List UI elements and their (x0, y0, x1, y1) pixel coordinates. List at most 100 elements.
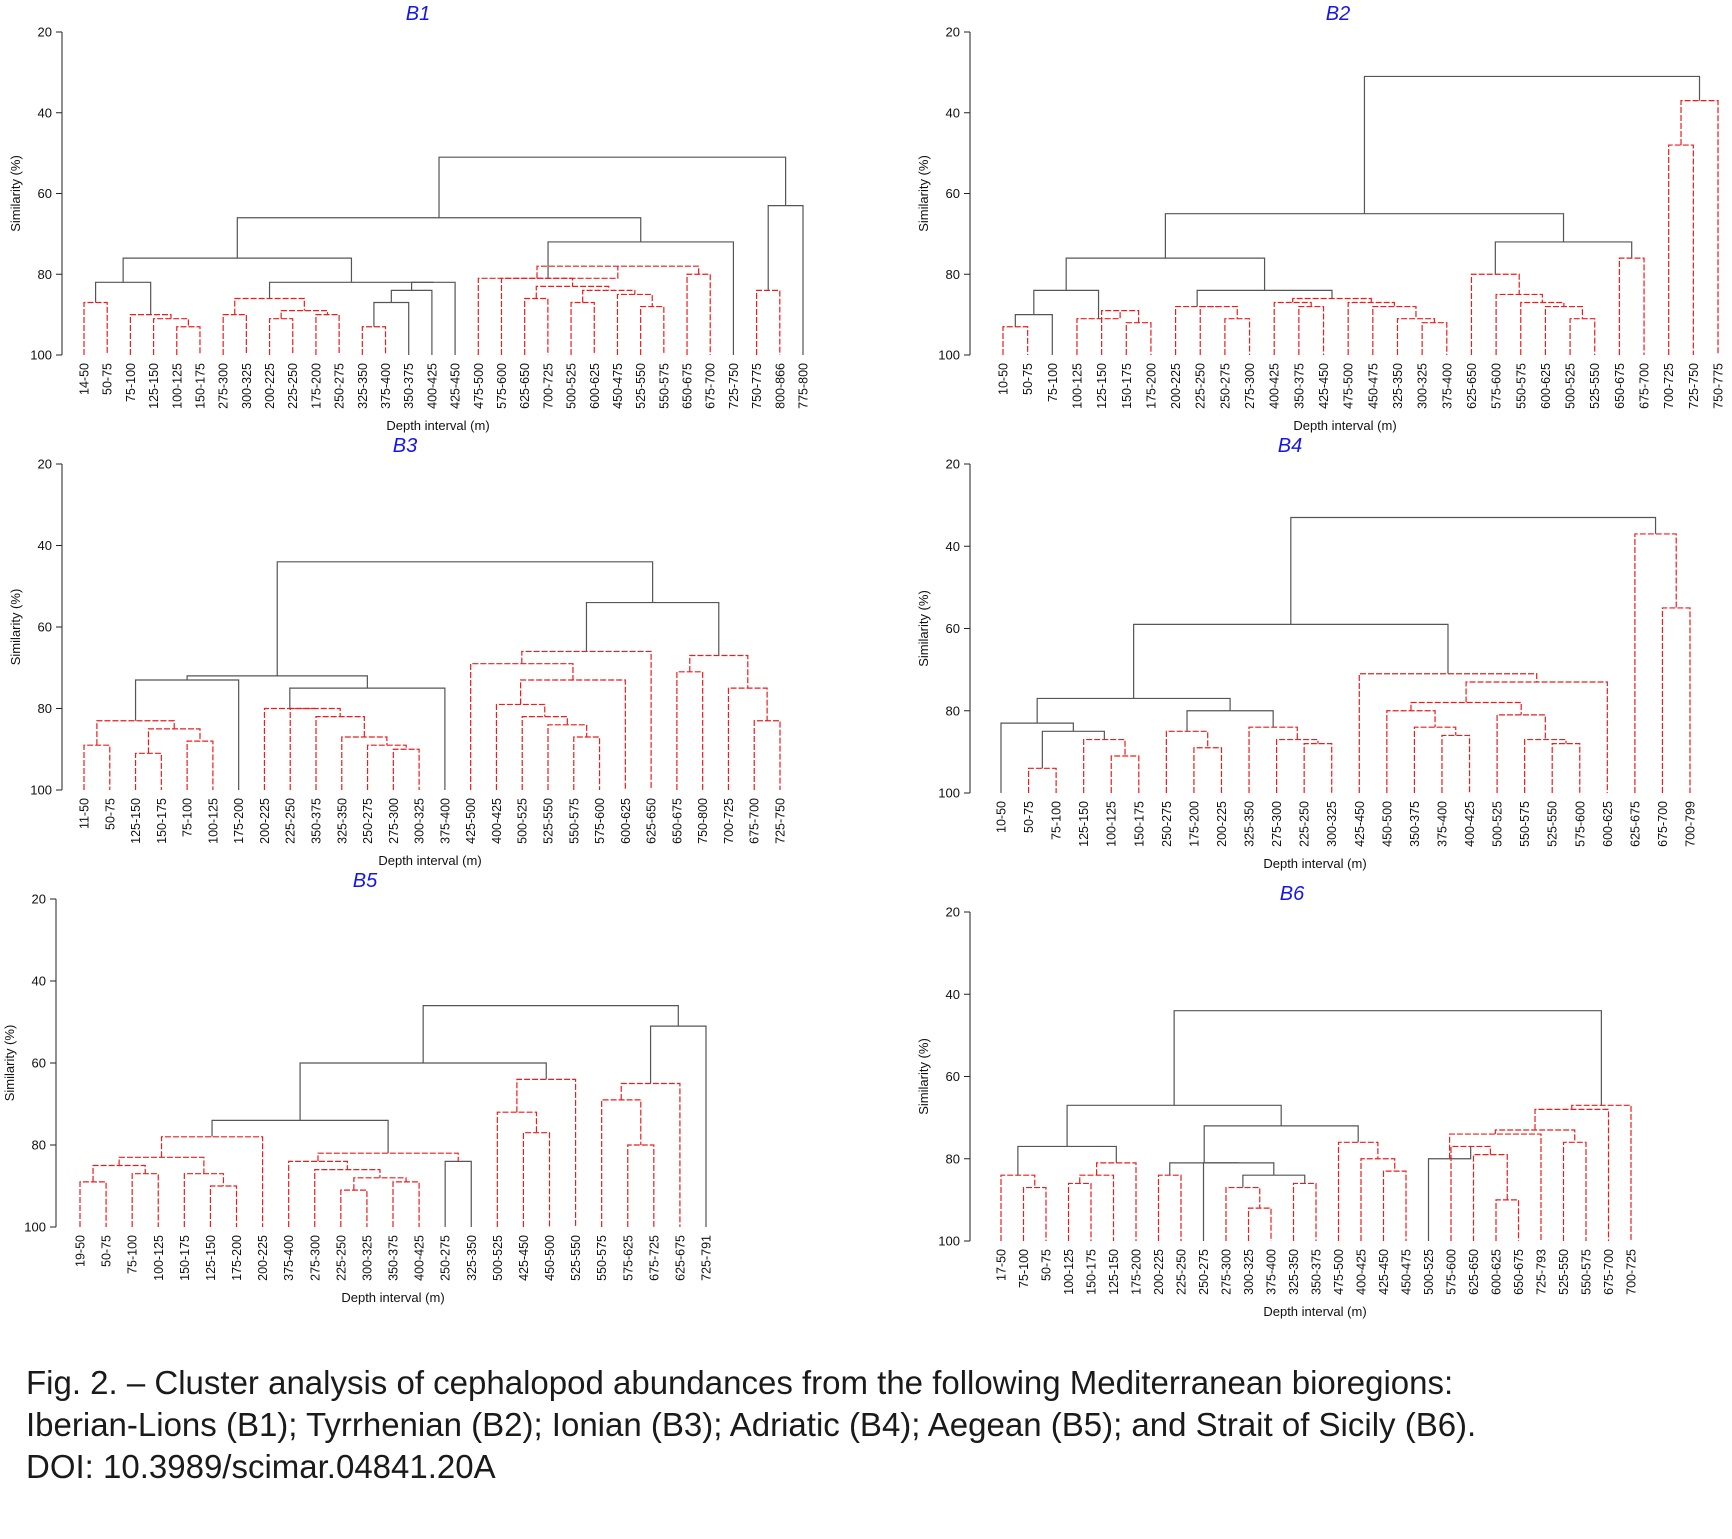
dendrogram-link (1441, 734, 1471, 793)
dendrogram-link (411, 281, 456, 355)
leaf-label: 550-575 (595, 1235, 609, 1281)
dendrogram-link (79, 1181, 107, 1227)
leaf-label: 425-450 (1317, 363, 1331, 409)
dendrogram-link (94, 281, 152, 315)
leaf-label: 150-175 (1132, 801, 1146, 847)
leaf-label: 250-275 (1197, 1249, 1211, 1295)
dendrogram-link (1273, 301, 1312, 355)
leaf-label: 575-600 (593, 798, 607, 844)
dendrogram-link (1248, 726, 1298, 793)
dendrogram-link (1199, 305, 1238, 355)
leaf-label: 325-350 (465, 1235, 479, 1281)
dendrogram-link (129, 314, 172, 355)
leaf-label: 300-325 (360, 1235, 374, 1281)
y-tick-label: 20 (946, 25, 960, 40)
dendrogram-link (134, 752, 162, 790)
dendrogram-link (1298, 305, 1325, 355)
dendrogram-panel-b2: B2 20 40 60 80 100 Similarity (%) 10-50 50-75 75-… (916, 3, 1726, 433)
y-tick-label: 100 (24, 1220, 46, 1235)
leaf-label: 575-600 (1573, 801, 1587, 847)
leaf-label: 75-100 (1046, 363, 1060, 402)
dendrogram-link (341, 736, 388, 790)
dendrogram-link (1386, 710, 1436, 793)
leaf-label: 400-425 (425, 363, 439, 409)
leaf-label: 500-525 (1491, 801, 1505, 847)
dendrogram-link (1096, 1162, 1137, 1241)
dendrogram-link (444, 1160, 472, 1227)
leaf-label: 450-500 (543, 1235, 557, 1281)
caption-line-1: Fig. 2. – Cluster analysis of cephalopod… (26, 1364, 1454, 1401)
x-axis-label: Depth interval (m) (1263, 1304, 1366, 1319)
leaf-label: 75-100 (124, 363, 138, 402)
leaf-label: 300-325 (1416, 363, 1430, 409)
leaf-label: 175-200 (1144, 363, 1158, 409)
dendrogram-link (676, 671, 704, 790)
dendrogram-link (268, 318, 294, 355)
dendrogram-link (1242, 1174, 1306, 1188)
dendrogram-link (1680, 100, 1719, 355)
leaf-label: 225-250 (1194, 363, 1208, 409)
dendrogram-link (186, 675, 368, 689)
leaf-label: 375-400 (282, 1235, 296, 1281)
dendrogram-link (1065, 257, 1266, 291)
caption-line-2: Iberian-Lions (B1); Tyrrhenian (B2); Ion… (26, 1406, 1477, 1443)
y-tick-label: 60 (946, 186, 960, 201)
leaf-label: 600-625 (1490, 1249, 1504, 1295)
dendrogram-link (186, 740, 214, 790)
leaf-label: 550-575 (567, 798, 581, 844)
dendrogram-link (392, 1181, 420, 1227)
leaf-label: 725-791 (700, 1235, 714, 1281)
leaf-label: 125-150 (1107, 1249, 1121, 1295)
caption-line-3: DOI: 10.3989/scimar.04841.20A (26, 1448, 496, 1485)
leaf-label: 400-425 (413, 1235, 427, 1281)
leaf-label: 350-375 (310, 798, 324, 844)
leaf-label: 425-500 (464, 798, 478, 844)
dendrogram-link (96, 720, 175, 746)
dendrogram-link (477, 266, 619, 355)
figure-caption: Fig. 2. – Cluster analysis of cephalopod… (26, 1362, 1716, 1488)
leaf-label: 14-50 (78, 363, 92, 395)
dendrogram-panel-b6: B6 20 40 60 80 100 Similarity (%) 17-50 75-100 50… (916, 883, 1639, 1319)
y-tick-label: 100 (938, 1234, 960, 1249)
y-tick-label: 20 (946, 905, 960, 920)
dendrogram-link (1494, 241, 1633, 275)
leaf-label: 525-550 (634, 363, 648, 409)
x-axis-label: Depth interval (m) (1263, 856, 1366, 871)
y-tick-label: 60 (946, 1069, 960, 1084)
dendrogram-link (268, 281, 434, 299)
leaf-label: 150-175 (155, 798, 169, 844)
leaf-label: 450-475 (1366, 363, 1380, 409)
dendrogram-link (280, 309, 329, 319)
y-axis-label: Similarity (%) (916, 155, 931, 232)
leaf-label: 75-100 (1017, 1249, 1031, 1288)
dendrogram-link (573, 736, 601, 790)
leaf-label: 525-550 (1557, 1249, 1571, 1295)
dendrogram-link (1358, 673, 1538, 793)
leaf-label: 375-400 (1440, 363, 1454, 409)
dendrogram-link (1076, 310, 1121, 355)
leaf-label: 725-750 (774, 798, 788, 844)
leaf-label: 75-100 (126, 1235, 140, 1274)
dendrogram-link (686, 273, 711, 355)
dendrogram-link (1083, 738, 1126, 793)
y-tick-label: 80 (38, 267, 52, 282)
dendrogram-link (1634, 533, 1677, 793)
dendrogram-link (1520, 301, 1565, 355)
leaf-label: 175-200 (1130, 1249, 1144, 1295)
leaf-label: 375-400 (1435, 801, 1449, 847)
dendrogram-link (1186, 710, 1274, 732)
dendrogram-link (649, 1025, 707, 1227)
dendrogram-link (1225, 1186, 1261, 1241)
leaf-label: 775-800 (797, 363, 811, 409)
dendrogram-link (582, 289, 636, 303)
y-tick-label: 80 (946, 1151, 960, 1166)
leaf-label: 50-75 (103, 798, 117, 830)
dendrogram-link (366, 744, 407, 790)
leaf-label: 625-650 (518, 363, 532, 409)
leaf-label: 600-625 (1601, 801, 1615, 847)
leaf-label: 725-793 (1535, 1249, 1549, 1295)
dendrogram-link (767, 205, 804, 355)
dendrogram-link (727, 687, 768, 790)
dendrogram-link (340, 1189, 368, 1227)
dendrogram-link (1524, 738, 1567, 793)
